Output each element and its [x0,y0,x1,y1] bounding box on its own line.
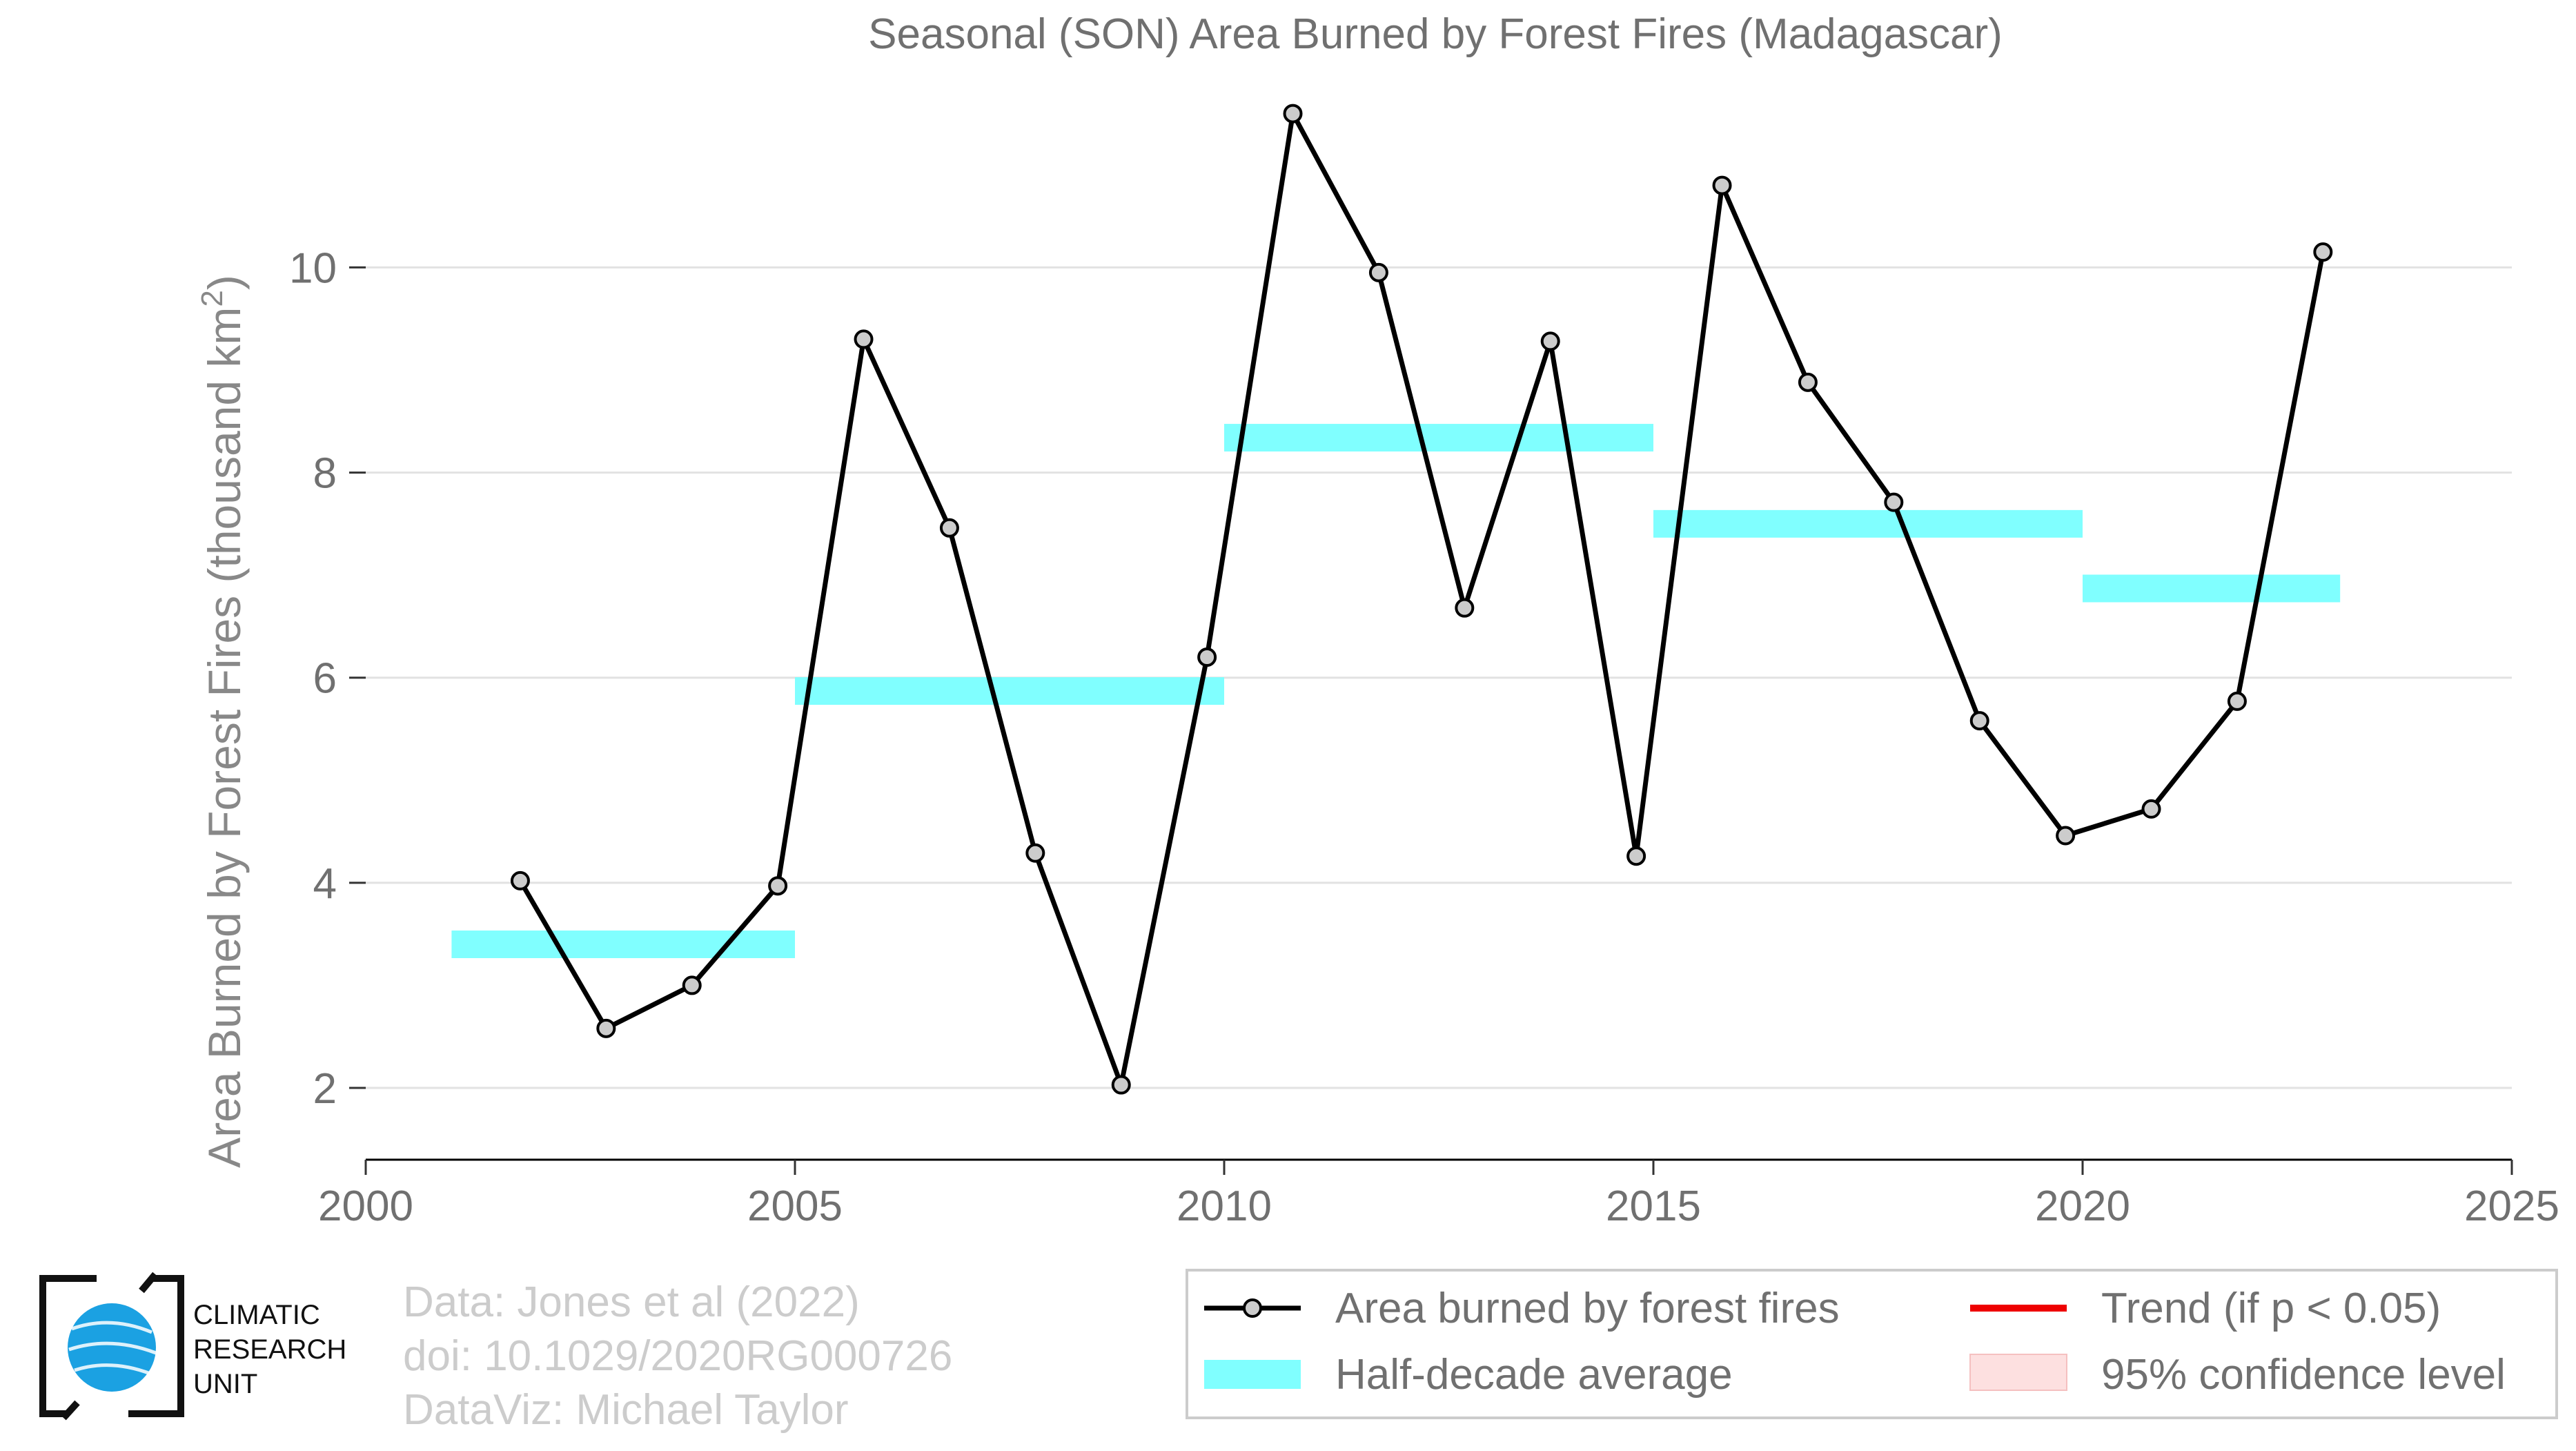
half-decade-average-bar [2083,574,2341,603]
logo-text: CLIMATIC RESEARCH UNIT [193,1298,346,1401]
data-point [1368,262,1388,282]
data-point [1197,647,1217,667]
logo-line-2: RESEARCH [193,1334,347,1365]
half-decade-average-bar [795,677,1224,705]
legend-swatch-confidence [1969,1354,2067,1391]
axes: 2 4 6 8 10 2000 2005 2010 2015 2020 2025 [289,244,2559,1230]
credit-data: Data: Jones et al (2022) [403,1278,860,1326]
data-point [2056,826,2076,846]
logo-line-3: UNIT [193,1369,258,1399]
chart-title: Seasonal (SON) Area Burned by Forest Fir… [868,10,2003,58]
data-point [1626,846,1646,866]
data-point [596,1018,616,1038]
data-point [1712,175,1732,195]
x-tick-label: 2025 [2464,1182,2559,1230]
y-axis-label: Area Burned by Forest Fires (thousand km… [195,275,250,1168]
data-point [682,975,702,995]
data-point [510,870,530,890]
x-tick-label: 2020 [2035,1182,2130,1230]
x-tick-label: 2010 [1177,1182,1272,1230]
y-axis-label-main: Area Burned by Forest Fires (thousand km [199,307,250,1168]
data-point [1111,1075,1131,1095]
legend-item-trend: Trend (if p < 0.05) [2101,1285,2441,1332]
half-decade-averages [451,424,2341,958]
cru-logo [39,1272,184,1421]
legend-item-average: Half-decade average [1335,1351,1733,1399]
data-point [1969,711,1989,731]
y-tick-label: 6 [313,655,337,703]
legend-item-confidence: 95% confidence level [2101,1351,2506,1399]
logo-line-1: CLIMATIC [193,1300,320,1330]
data-point [939,518,959,538]
half-decade-average-bar [451,931,795,958]
data-point [1455,598,1475,618]
grid [366,266,2512,1089]
data-point [2227,691,2247,711]
y-axis-label-end: ) [199,275,250,290]
legend-swatch-average [1204,1360,1301,1389]
data-point [1283,104,1303,124]
legend-marker-icon [1243,1298,1262,1318]
x-tick-label: 2005 [747,1182,843,1230]
credit-doi: doi: 10.1029/2020RG000726 [403,1332,953,1380]
y-axis-label-sup: 2 [195,290,229,306]
data-point [1798,372,1818,392]
data-point [2141,799,2161,819]
credit-dataviz: DataViz: Michael Taylor [403,1386,849,1434]
data-point [2313,242,2333,262]
series-line [518,111,2326,1088]
data-point [768,876,788,896]
y-tick-label: 4 [313,860,337,908]
data-point [854,329,874,349]
x-tick-label: 2000 [318,1182,413,1230]
y-tick-label: 2 [313,1065,337,1113]
data-point [1025,843,1045,863]
y-tick-label: 10 [289,244,337,292]
data-series [510,104,2333,1095]
data-point [1540,331,1560,351]
data-point [1884,492,1904,512]
half-decade-average-bar [1653,509,2083,538]
legend-item-series: Area burned by forest fires [1335,1285,1840,1332]
legend: Area burned by forest fires Trend (if p … [1186,1269,2558,1419]
x-tick-label: 2015 [1606,1182,1701,1230]
y-tick-label: 8 [313,450,337,498]
credits: Data: Jones et al (2022) doi: 10.1029/20… [403,1276,952,1437]
half-decade-average-bar [1224,424,1653,452]
